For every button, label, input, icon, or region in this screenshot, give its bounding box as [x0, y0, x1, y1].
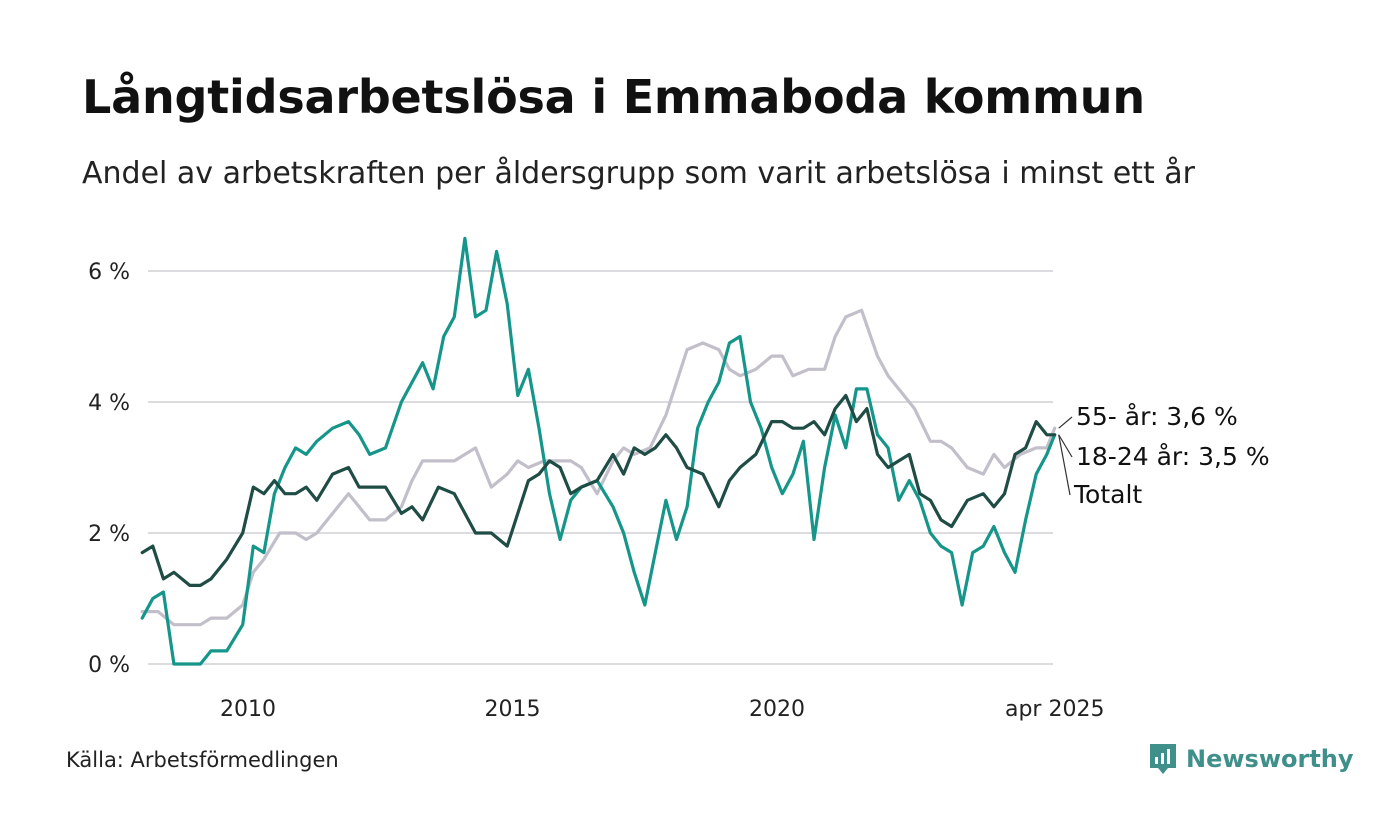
y-tick-label: 4 % — [88, 391, 130, 416]
end-label-s55: 55- år: 3,6 % — [1076, 402, 1238, 431]
leader-line — [1058, 434, 1073, 458]
chart-title: Långtidsarbetslösa i Emmaboda kommun — [82, 70, 1145, 124]
source-note: Källa: Arbetsförmedlingen — [66, 748, 339, 772]
series-line-total — [140, 393, 1057, 587]
brand-name: Newsworthy — [1186, 745, 1354, 773]
x-axis-ticks: 2010 2015 2020 apr 2025 — [220, 697, 1104, 722]
x-tick-label: 2010 — [220, 697, 276, 722]
end-labels: 55- år: 3,6 % 18-24 år: 3,5 % Totalt — [1058, 402, 1270, 509]
chart-subtitle: Andel av arbetskraften per åldersgrupp s… — [82, 156, 1195, 191]
y-axis-ticks: 0 % 2 % 4 % 6 % — [88, 260, 130, 678]
gridlines — [148, 270, 1053, 665]
x-tick-label: 2015 — [485, 697, 541, 722]
y-tick-label: 2 % — [88, 522, 130, 547]
series-line-s1824 — [140, 236, 1057, 666]
leader-line — [1058, 434, 1071, 496]
newsworthy-logo-icon — [1150, 744, 1176, 774]
y-tick-label: 0 % — [88, 653, 130, 678]
end-label-s1824: 18-24 år: 3,5 % — [1076, 442, 1270, 471]
leader-line — [1058, 416, 1073, 429]
series-line-s55 — [140, 308, 1057, 627]
x-tick-label: apr 2025 — [1005, 697, 1104, 722]
series-lines — [140, 236, 1057, 666]
brand-logo: Newsworthy — [1148, 742, 1354, 776]
x-tick-label: 2020 — [749, 697, 805, 722]
y-tick-label: 6 % — [88, 260, 130, 285]
end-label-total: Totalt — [1073, 480, 1142, 509]
